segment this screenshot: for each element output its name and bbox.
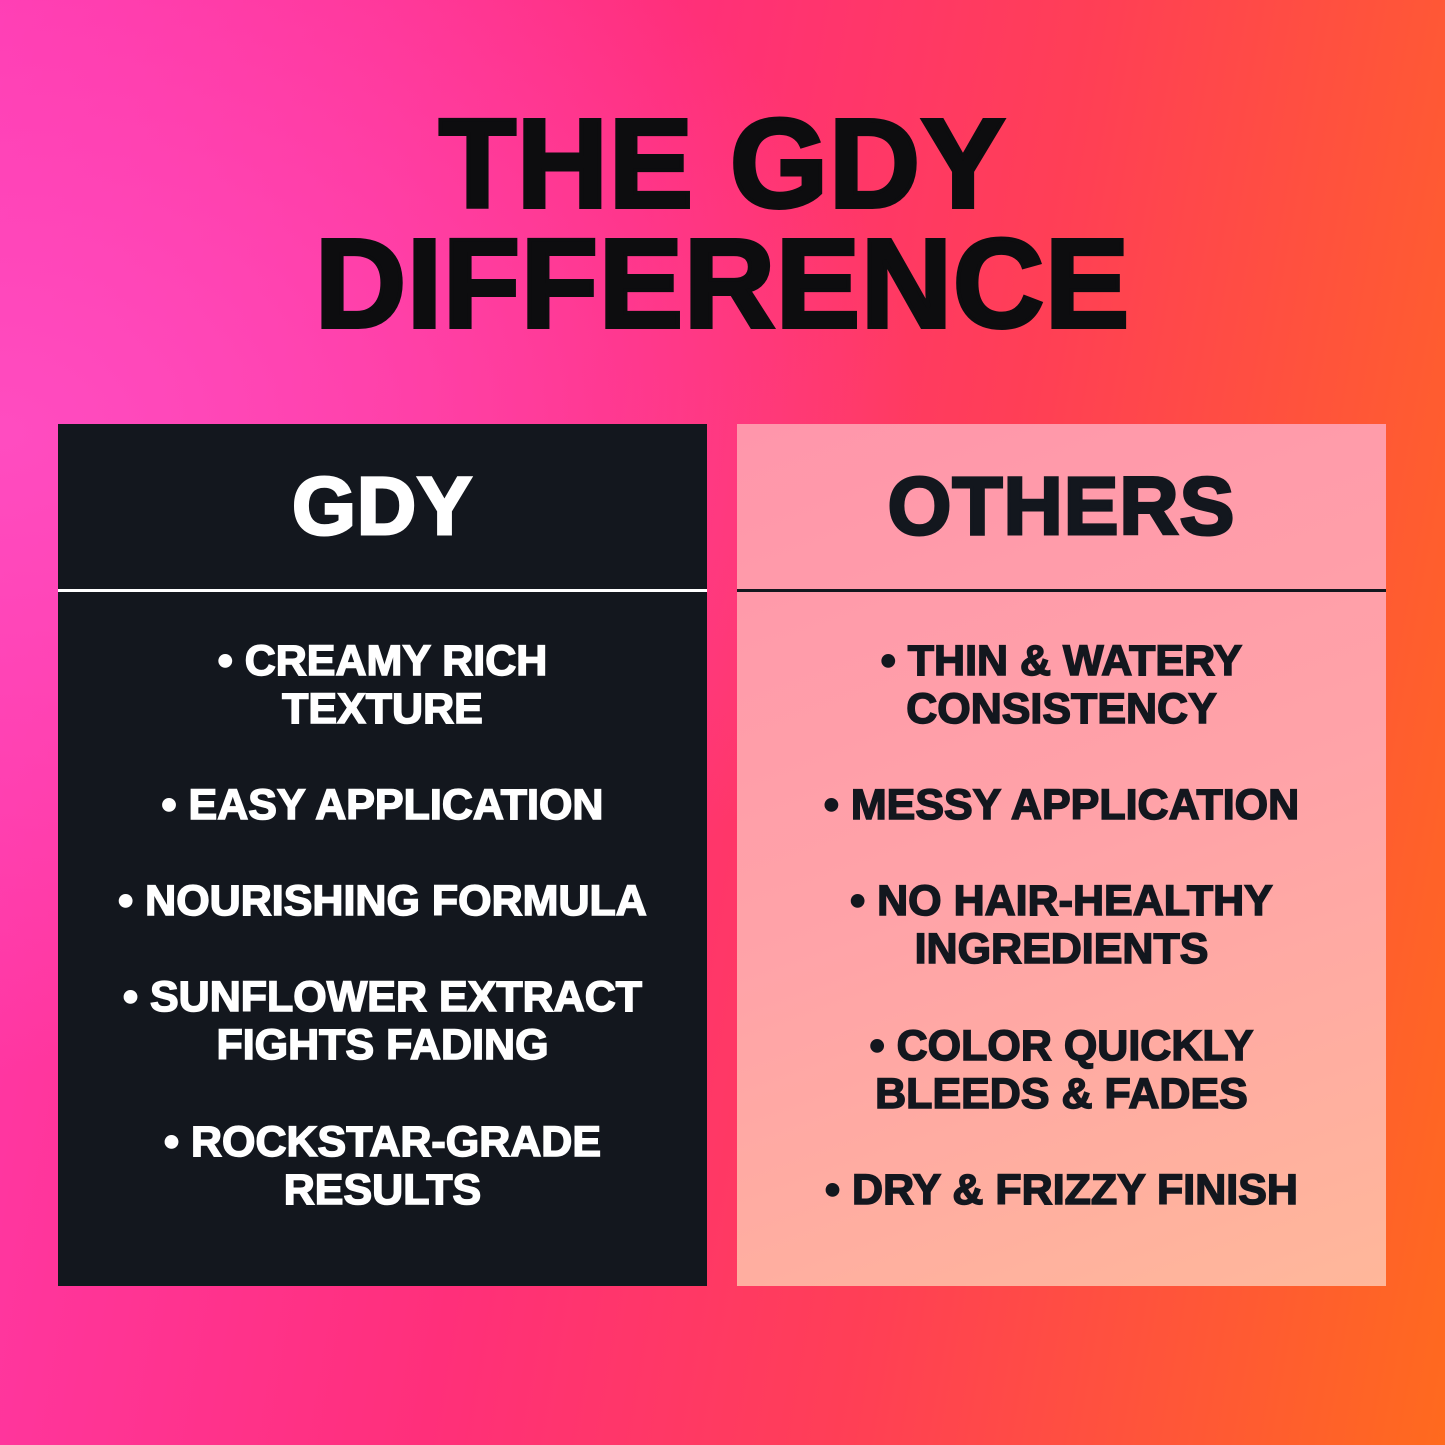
divider: [58, 589, 707, 592]
others-item: • NO HAIR-HEALTHY INGREDIENTS: [849, 876, 1273, 974]
gdy-item: • EASY APPLICATION: [161, 780, 604, 830]
others-item: • COLOR QUICKLY BLEEDS & FADES: [869, 1021, 1254, 1119]
title-line-2: DIFFERENCE: [313, 213, 1131, 354]
gdy-item: • CREAMY RICH TEXTURE: [217, 636, 548, 734]
gdy-item: • ROCKSTAR-GRADE RESULTS: [163, 1117, 602, 1215]
others-item: • THIN & WATERY CONSISTENCY: [880, 636, 1243, 734]
others-item: • MESSY APPLICATION: [823, 780, 1300, 830]
divider: [737, 589, 1386, 592]
others-panel: OTHERS • THIN & WATERY CONSISTENCY • MES…: [737, 424, 1386, 1286]
gdy-heading: GDY: [291, 460, 474, 554]
title-line-1: THE GDY: [437, 93, 1007, 234]
gdy-item: • SUNFLOWER EXTRACT FIGHTS FADING: [122, 972, 643, 1070]
gdy-item: • NOURISHING FORMULA: [117, 876, 647, 926]
others-item: • DRY & FRIZZY FINISH: [824, 1165, 1298, 1215]
others-heading: OTHERS: [886, 460, 1236, 554]
gdy-panel: GDY • CREAMY RICH TEXTURE • EASY APPLICA…: [58, 424, 707, 1286]
